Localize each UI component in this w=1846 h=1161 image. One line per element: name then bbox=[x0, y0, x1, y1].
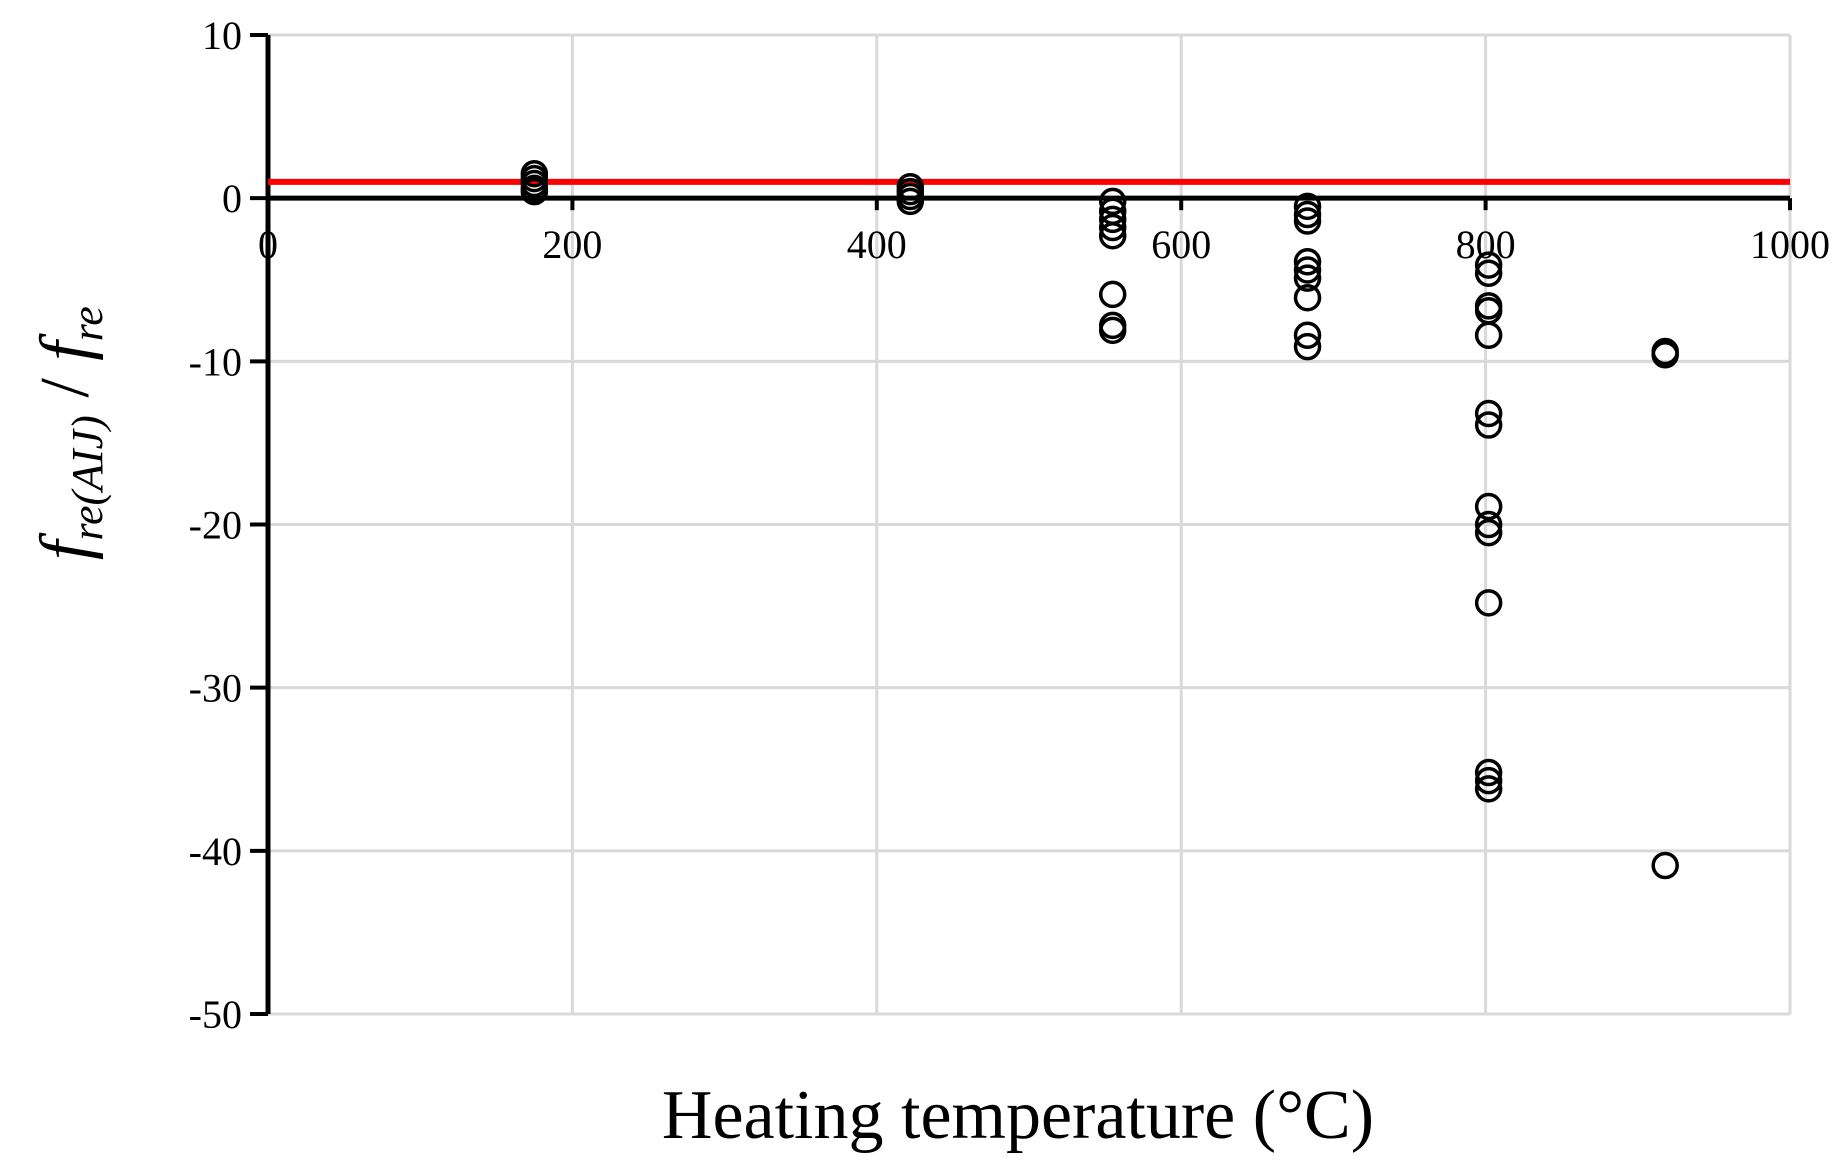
x-tick-label: 200 bbox=[542, 222, 602, 267]
data-point bbox=[1651, 851, 1679, 880]
data-point bbox=[1098, 213, 1127, 242]
data-point bbox=[1474, 321, 1503, 349]
y-axis-slash: / bbox=[27, 361, 104, 415]
data-points bbox=[520, 159, 1679, 880]
data-point bbox=[1474, 399, 1503, 428]
axes bbox=[250, 33, 1792, 1016]
data-point bbox=[1651, 341, 1679, 369]
y-tick-label: -10 bbox=[189, 339, 242, 384]
data-point bbox=[1474, 775, 1503, 803]
data-point bbox=[1474, 411, 1503, 439]
y-axis-title: fre(AIJ) / fre bbox=[27, 306, 112, 560]
data-point bbox=[1474, 492, 1503, 521]
data-point bbox=[1293, 207, 1322, 235]
data-point bbox=[1474, 589, 1503, 617]
data-point bbox=[1098, 316, 1127, 345]
y-tick-label: 0 bbox=[222, 176, 242, 221]
data-point bbox=[1474, 766, 1503, 795]
data-point bbox=[896, 187, 925, 216]
data-point bbox=[1474, 251, 1503, 279]
data-point bbox=[1098, 280, 1127, 309]
y-tick-label: -40 bbox=[189, 829, 242, 874]
tick-labels: 10 0 -10 -20 -30 -40 -50 0 200 400 600 800 1000 bbox=[189, 13, 1830, 1037]
data-point bbox=[1474, 518, 1503, 547]
x-tick-label: 400 bbox=[847, 222, 907, 267]
y-axis-sub-re: re bbox=[63, 306, 112, 341]
y-tick-label: -50 bbox=[189, 992, 242, 1037]
y-axis-sub-aij: re(AIJ) bbox=[63, 415, 112, 540]
y-tick-label: 10 bbox=[202, 13, 242, 58]
data-point bbox=[1293, 332, 1322, 361]
data-point bbox=[1098, 205, 1127, 234]
y-tick-label: -20 bbox=[189, 503, 242, 548]
x-tick-label: 1000 bbox=[1750, 222, 1830, 267]
data-point bbox=[1293, 192, 1322, 221]
data-point bbox=[1293, 321, 1322, 349]
data-point bbox=[1293, 264, 1322, 292]
data-point bbox=[1293, 283, 1322, 312]
data-point bbox=[1474, 510, 1503, 539]
data-point bbox=[1474, 758, 1503, 787]
x-axis-title: Heating temperature (°C) bbox=[662, 1077, 1374, 1154]
x-tick-label: 800 bbox=[1456, 222, 1516, 267]
x-tick-label: 0 bbox=[258, 222, 278, 267]
data-point bbox=[1293, 248, 1322, 276]
data-point bbox=[1098, 221, 1127, 250]
data-point bbox=[1474, 259, 1503, 287]
data-point bbox=[1098, 187, 1127, 216]
y-tick-label: -30 bbox=[189, 666, 242, 711]
x-tick-label: 600 bbox=[1151, 222, 1211, 267]
data-point bbox=[520, 177, 549, 206]
data-point bbox=[1293, 256, 1322, 284]
